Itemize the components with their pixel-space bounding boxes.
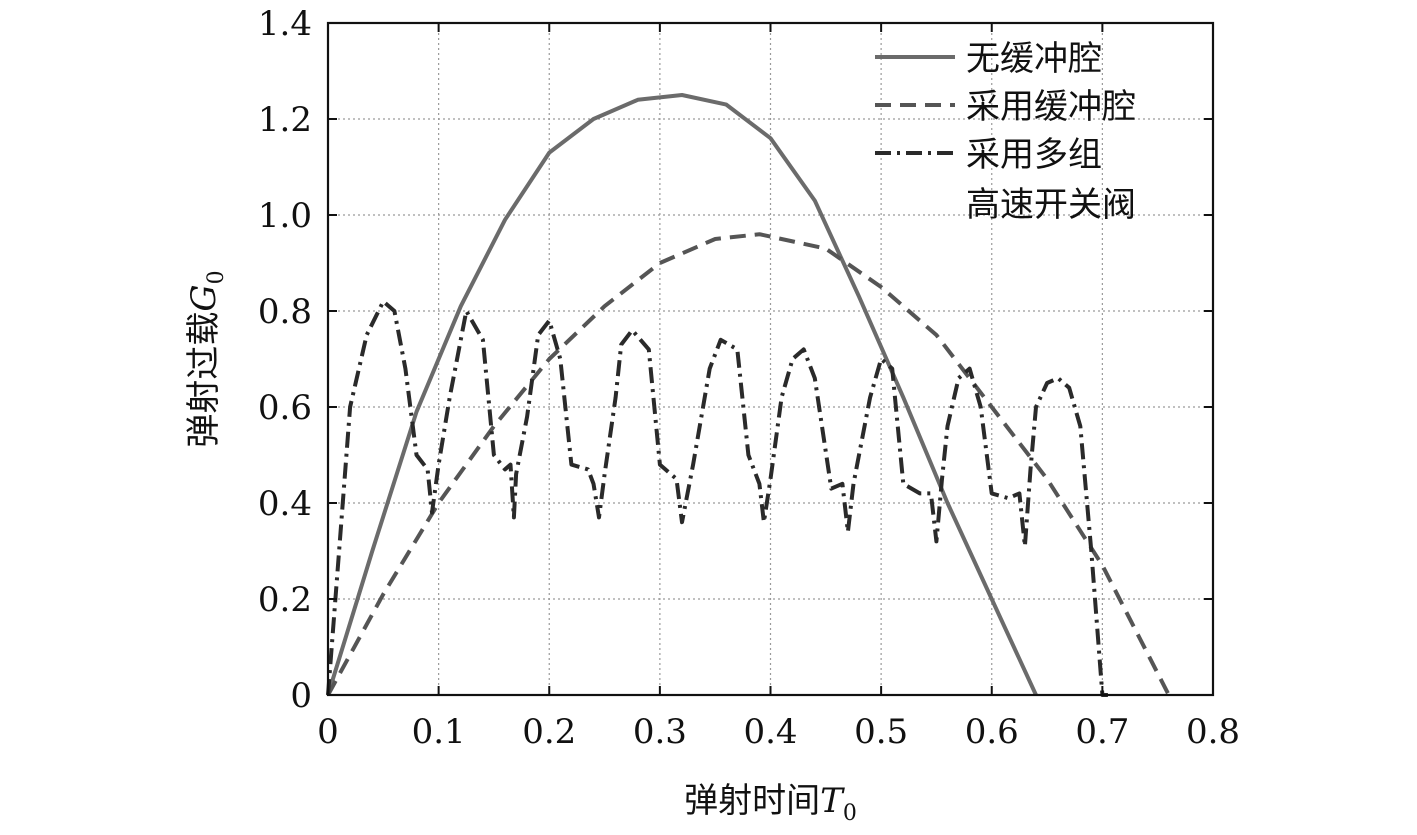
series-line-3 (326, 299, 1108, 697)
x-axis-label: 弹射时间T0 (684, 781, 857, 826)
legend-label-2: 采用缓冲腔 (966, 87, 1136, 127)
series-line-1 (326, 93, 1038, 696)
x-tick-label: 0.8 (1186, 712, 1240, 752)
x-tick-label: 0.4 (743, 712, 797, 752)
y-tick-label: 1.4 (258, 4, 312, 44)
legend-label-3: 高速开关阀 (966, 185, 1136, 225)
axis-labels: 弹射时间T0 弹射过载G0 (184, 270, 857, 826)
y-tick-label: 0.8 (258, 292, 312, 332)
y-tick-label: 0.2 (258, 580, 312, 620)
x-tick-label: 0.5 (854, 712, 908, 752)
y-axis-label: 弹射过载G0 (184, 270, 229, 447)
y-tick-label: 0 (290, 676, 312, 716)
x-tick-label: 0.2 (522, 712, 576, 752)
legend-label-1: 无缓冲腔 (966, 39, 1102, 79)
x-tick-label: 0.7 (1075, 712, 1129, 752)
y-tick-label: 1.2 (258, 100, 312, 140)
axes: 0 0.1 0.2 0.3 0.4 0.5 0.6 0.7 0.8 0 0.2 0.4 0.6 0.8 1.… (258, 4, 1240, 752)
x-tick-label: 0.1 (412, 712, 466, 752)
x-tick-label: 0 (317, 712, 339, 752)
series-line-2 (326, 232, 1171, 696)
grid (328, 23, 1213, 695)
series-layer (326, 93, 1171, 697)
y-tick-label: 1.0 (258, 196, 312, 236)
y-tick-label: 0.4 (258, 484, 312, 524)
y-tick-label: 0.6 (258, 388, 312, 428)
legend-label-3: 采用多组 (966, 135, 1102, 175)
x-tick-label: 0.6 (965, 712, 1019, 752)
x-tick-label: 0.3 (633, 712, 687, 752)
